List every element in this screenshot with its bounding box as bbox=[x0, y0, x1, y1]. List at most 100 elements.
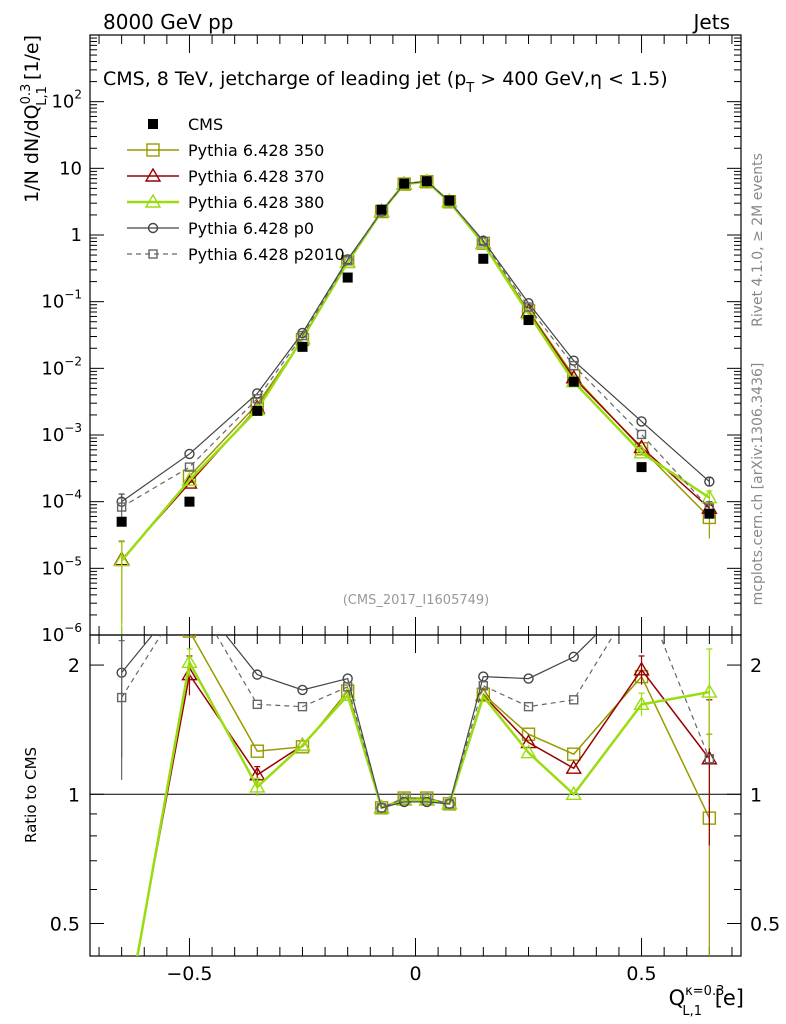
ratio-point bbox=[704, 754, 715, 764]
data-point-cms bbox=[421, 176, 432, 187]
x-tick-label: −0.5 bbox=[166, 963, 212, 985]
data-point-cms bbox=[523, 315, 534, 326]
x-tick-labels: −0.5 0 0.5 bbox=[166, 963, 656, 985]
main-point bbox=[569, 360, 579, 371]
main-point bbox=[478, 237, 489, 247]
legend-marker bbox=[148, 119, 158, 129]
ratio-point bbox=[633, 695, 650, 711]
mcplots-source-label: mcplots.cern.ch [arXiv:1306.3436] bbox=[750, 363, 766, 606]
ratio-line bbox=[121, 635, 710, 809]
main-point bbox=[297, 330, 308, 341]
ratio-point bbox=[342, 682, 353, 692]
legend-marker bbox=[146, 143, 160, 157]
data-point-cms bbox=[376, 204, 387, 215]
legend-entry: Pythia 6.428 370 bbox=[127, 167, 324, 186]
main-y-axis-label: 1/N dN/dQ0.3L,1 [1/e] bbox=[19, 35, 50, 203]
ratio-point bbox=[339, 686, 356, 702]
ratio-y-tick-label: 0.5 bbox=[50, 913, 80, 935]
ratio-point bbox=[705, 585, 714, 594]
ratio-y-tick-label-right: 2 bbox=[750, 655, 762, 677]
ratio-y-axis-label: Ratio to CMS bbox=[22, 747, 40, 843]
ratio-point bbox=[297, 701, 308, 712]
ratio-point bbox=[520, 744, 537, 759]
ratio-y-tick-labels: 0.5 0.5 1 1 2 2 bbox=[50, 655, 780, 935]
main-data-points bbox=[116, 176, 715, 527]
data-point-cms bbox=[116, 516, 127, 527]
rivet-version-label: Rivet 4.1.0, ≥ 2M events bbox=[750, 153, 766, 327]
ratio-y-tick-label: 2 bbox=[68, 655, 80, 677]
main-point bbox=[704, 476, 715, 487]
y-tick-label: 102 bbox=[51, 88, 82, 113]
main-point bbox=[342, 256, 353, 266]
legend-entry: Pythia 6.428 350 bbox=[127, 141, 324, 160]
main-axis-ticks bbox=[90, 34, 741, 636]
main-point bbox=[181, 471, 198, 486]
main-point bbox=[633, 444, 650, 459]
legend-label: Pythia 6.428 370 bbox=[188, 167, 324, 186]
data-point-cms bbox=[568, 376, 579, 387]
ratio-point bbox=[638, 585, 646, 593]
ratio-y-tick-label-right: 0.5 bbox=[750, 913, 780, 935]
x-axis-label: Qκ=0.3 L,1 [e] bbox=[669, 984, 744, 1019]
legend-entry: Pythia 6.428 380 bbox=[127, 193, 324, 212]
ratio-point bbox=[523, 673, 534, 684]
y-tick-label: 10−1 bbox=[41, 288, 82, 313]
y-tick-label: 1 bbox=[71, 225, 82, 246]
data-point-cms bbox=[636, 462, 647, 473]
legend-label: Pythia 6.428 p0 bbox=[188, 219, 314, 238]
ratio-y-tick-label-right: 1 bbox=[750, 784, 762, 806]
ratio-point bbox=[520, 734, 537, 749]
ratio-point bbox=[252, 699, 262, 710]
ratio-point bbox=[478, 681, 489, 691]
legend-label: CMS bbox=[188, 115, 223, 134]
main-point bbox=[113, 552, 130, 567]
legend-marker bbox=[144, 193, 162, 208]
legend-entry: Pythia 6.428 p0 bbox=[127, 219, 314, 238]
data-point-cms bbox=[297, 341, 308, 352]
ratio-point bbox=[376, 803, 387, 813]
main-line bbox=[121, 180, 710, 561]
main-point bbox=[636, 429, 647, 440]
main-series bbox=[113, 173, 718, 635]
legend-label: Pythia 6.428 380 bbox=[188, 193, 324, 212]
y-tick-label: 10 bbox=[59, 158, 82, 179]
legend: CMS Pythia 6.428 350 Pythia 6.428 370 Pythi… bbox=[127, 115, 345, 264]
analysis-watermark: (CMS_2017_I1605749) bbox=[343, 593, 490, 608]
ratio-y-tick-label: 1 bbox=[68, 784, 80, 806]
ratio-point bbox=[185, 585, 194, 594]
ratio-point bbox=[422, 793, 432, 803]
ratio-line bbox=[136, 658, 710, 956]
main-y-tick-labels: 10−6 10−5 10−4 10−3 10−2 10−1 1 10 102 bbox=[41, 88, 82, 646]
ratio-point bbox=[399, 793, 409, 803]
ratio-point bbox=[294, 736, 311, 752]
ratio-line bbox=[121, 635, 597, 809]
main-point bbox=[181, 474, 198, 489]
ratio-point bbox=[116, 692, 127, 703]
ratio-point bbox=[182, 635, 197, 638]
ratio-point bbox=[181, 653, 198, 668]
data-point-cms bbox=[704, 508, 715, 519]
y-tick-label: 10−3 bbox=[41, 421, 82, 446]
ratio-point bbox=[295, 740, 310, 754]
ratio-series-pythia-6-428-p2010 bbox=[116, 585, 715, 813]
ratio-panel: 0.5 0.5 1 1 2 2 −0.5 0 0.5 Ratio to CMS Qκ=0.3 L… bbox=[22, 585, 780, 1019]
data-point-cms bbox=[184, 496, 195, 507]
x-tick-label: 0 bbox=[409, 963, 421, 985]
x-tick-label: 0.5 bbox=[626, 963, 656, 985]
ratio-point bbox=[252, 669, 263, 680]
chart-title: CMS, 8 TeV, jetcharge of leading jet (pT… bbox=[103, 68, 668, 96]
main-point bbox=[523, 302, 534, 312]
ratio-series bbox=[116, 585, 718, 956]
data-point-cms bbox=[342, 272, 353, 283]
ratio-point bbox=[297, 684, 308, 696]
ratio-point bbox=[444, 799, 455, 809]
ratio-point bbox=[565, 785, 582, 800]
ratio-point bbox=[250, 744, 264, 758]
ratio-line bbox=[190, 635, 711, 819]
legend-label: Pythia 6.428 350 bbox=[188, 141, 324, 160]
y-tick-label: 10−4 bbox=[41, 488, 82, 513]
main-point bbox=[634, 442, 649, 456]
y-tick-label: 10−2 bbox=[41, 354, 82, 379]
ratio-series-pythia-6-428-380 bbox=[136, 648, 718, 956]
